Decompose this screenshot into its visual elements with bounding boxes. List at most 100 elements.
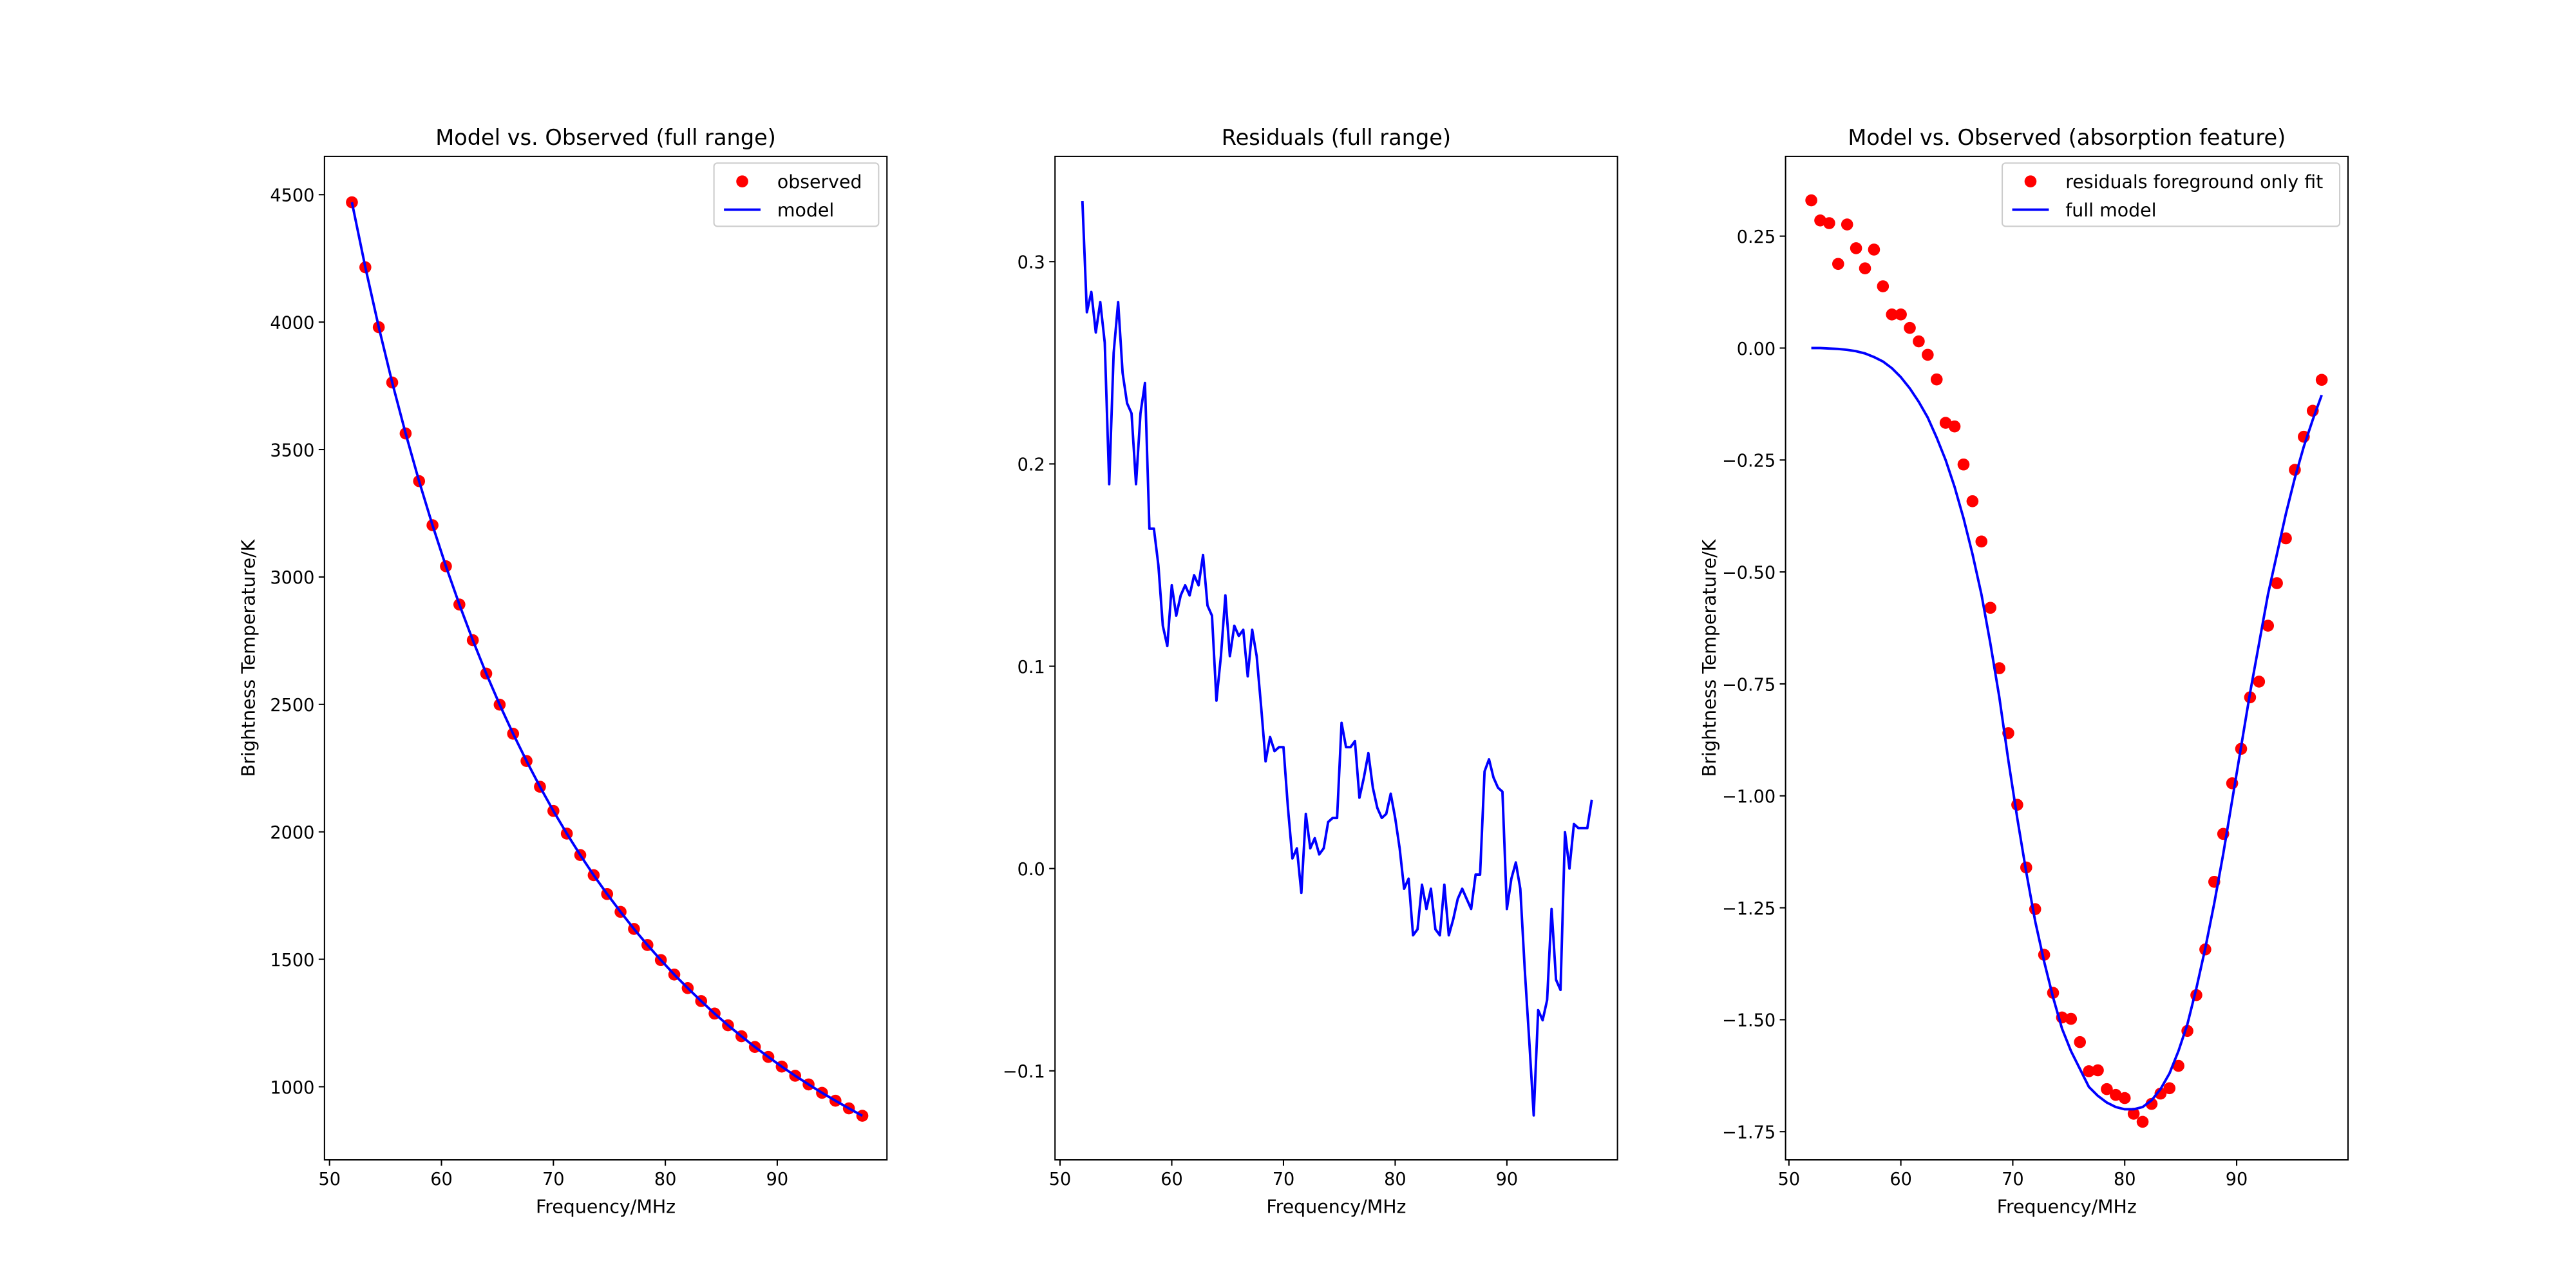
- y-tick-label: −0.25: [1722, 451, 1776, 471]
- plot-area: [1785, 156, 2348, 1160]
- x-tick-label: 70: [542, 1170, 565, 1189]
- data-point: [2163, 1082, 2176, 1095]
- x-tick-label: 60: [1889, 1170, 1912, 1189]
- y-tick-label: −1.50: [1722, 1011, 1776, 1031]
- x-tick-label: 50: [1778, 1170, 1801, 1189]
- x-tick-label: 90: [2226, 1170, 2248, 1189]
- data-point: [2083, 1065, 2095, 1077]
- y-axis-label: Brightness Temperature/K: [1699, 538, 1720, 777]
- y-tick-label: −0.1: [1003, 1062, 1045, 1082]
- data-point: [1805, 194, 1817, 207]
- y-tick-label: 0.3: [1018, 253, 1045, 273]
- series-line: [1811, 346, 2323, 1111]
- data-point: [2280, 532, 2292, 545]
- data-point: [856, 1110, 869, 1122]
- legend-label: model: [777, 200, 834, 221]
- data-point: [2154, 1087, 2167, 1100]
- axes-frame: [1054, 155, 1618, 1161]
- data-point: [1868, 243, 1880, 256]
- data-point: [1975, 535, 1988, 548]
- data-point: [1930, 373, 1943, 386]
- data-point: [1850, 242, 1862, 254]
- data-point: [1957, 458, 1970, 471]
- chart-title: Model vs. Observed (full range): [435, 125, 776, 150]
- y-tick-label: 0.0: [1018, 860, 1045, 880]
- x-tick-label: 90: [766, 1170, 789, 1189]
- data-point: [2065, 1012, 2078, 1025]
- x-tick-label: 50: [1049, 1170, 1072, 1189]
- data-point: [1895, 308, 1907, 321]
- y-tick-label: 4000: [270, 313, 314, 333]
- data-point: [2315, 374, 2328, 386]
- y-tick-label: 1500: [270, 951, 314, 971]
- x-tick-label: 70: [1273, 1170, 1295, 1189]
- series-line: [350, 202, 863, 1117]
- data-point: [2074, 1036, 2087, 1048]
- plot-area: [324, 156, 887, 1160]
- data-point: [1922, 348, 1934, 361]
- legend: observed model: [713, 162, 880, 227]
- y-tick-label: −1.00: [1722, 787, 1776, 807]
- data-point: [1966, 495, 1979, 507]
- data-point: [1948, 420, 1961, 433]
- data-point: [1859, 262, 1871, 275]
- data-point: [1832, 258, 1844, 270]
- legend-label: residuals foreground only fit: [2065, 171, 2323, 193]
- data-point: [1886, 308, 1899, 321]
- series-line: [1081, 200, 1593, 1117]
- data-point: [2253, 676, 2266, 688]
- axes-frame: [323, 155, 888, 1161]
- data-point: [2271, 577, 2283, 589]
- y-tick-label: −0.50: [1722, 563, 1776, 583]
- y-tick-label: 0.25: [1737, 227, 1776, 247]
- x-tick-label: 50: [318, 1170, 341, 1189]
- y-tick-label: 0.1: [1018, 658, 1045, 677]
- data-point: [1984, 601, 1996, 614]
- legend-label: full model: [2065, 200, 2156, 221]
- data-point: [2145, 1097, 2158, 1110]
- data-point: [2092, 1064, 2104, 1077]
- x-tick-label: 80: [654, 1170, 677, 1189]
- data-point: [2136, 1115, 2149, 1128]
- y-tick-label: −1.75: [1722, 1123, 1776, 1143]
- y-tick-label: 3500: [270, 440, 314, 460]
- legend-marker: [736, 175, 748, 187]
- y-tick-label: −1.25: [1722, 899, 1776, 919]
- x-tick-label: 80: [2114, 1170, 2136, 1189]
- data-point: [2101, 1083, 2113, 1095]
- data-point: [1841, 218, 1853, 231]
- legend-frame: [2002, 162, 2341, 227]
- axes-frame: [1785, 155, 2349, 1161]
- x-tick-label: 70: [2002, 1170, 2024, 1189]
- chart-title: Residuals (full range): [1222, 125, 1451, 150]
- data-point: [1913, 335, 1925, 348]
- data-point: [1877, 280, 1889, 292]
- data-point: [2262, 620, 2275, 632]
- data-point: [2172, 1059, 2184, 1072]
- x-tick-label: 60: [430, 1170, 453, 1189]
- y-tick-label: 2000: [270, 823, 314, 843]
- data-point: [2118, 1092, 2131, 1104]
- y-tick-label: −0.75: [1722, 675, 1776, 695]
- x-tick-label: 60: [1160, 1170, 1183, 1189]
- data-point: [1993, 662, 2005, 674]
- legend: residuals foreground only fit full model: [2002, 162, 2341, 227]
- data-point: [2127, 1108, 2140, 1120]
- data-point: [346, 196, 358, 209]
- y-axis-label: Brightness Temperature/K: [238, 538, 259, 777]
- data-point: [2011, 799, 2023, 811]
- data-point: [1904, 321, 1916, 334]
- y-tick-label: 2500: [270, 696, 314, 715]
- x-axis-label: Frequency/MHz: [536, 1197, 676, 1218]
- x-axis-label: Frequency/MHz: [1266, 1197, 1406, 1218]
- plot-area: [1055, 156, 1618, 1160]
- legend-marker: [2024, 175, 2037, 187]
- legend-label: observed: [777, 171, 862, 193]
- y-tick-label: 1000: [270, 1078, 314, 1098]
- data-point: [1823, 217, 1835, 229]
- x-tick-label: 90: [1496, 1170, 1519, 1189]
- y-tick-label: 3000: [270, 568, 314, 588]
- x-axis-label: Frequency/MHz: [1997, 1197, 2137, 1218]
